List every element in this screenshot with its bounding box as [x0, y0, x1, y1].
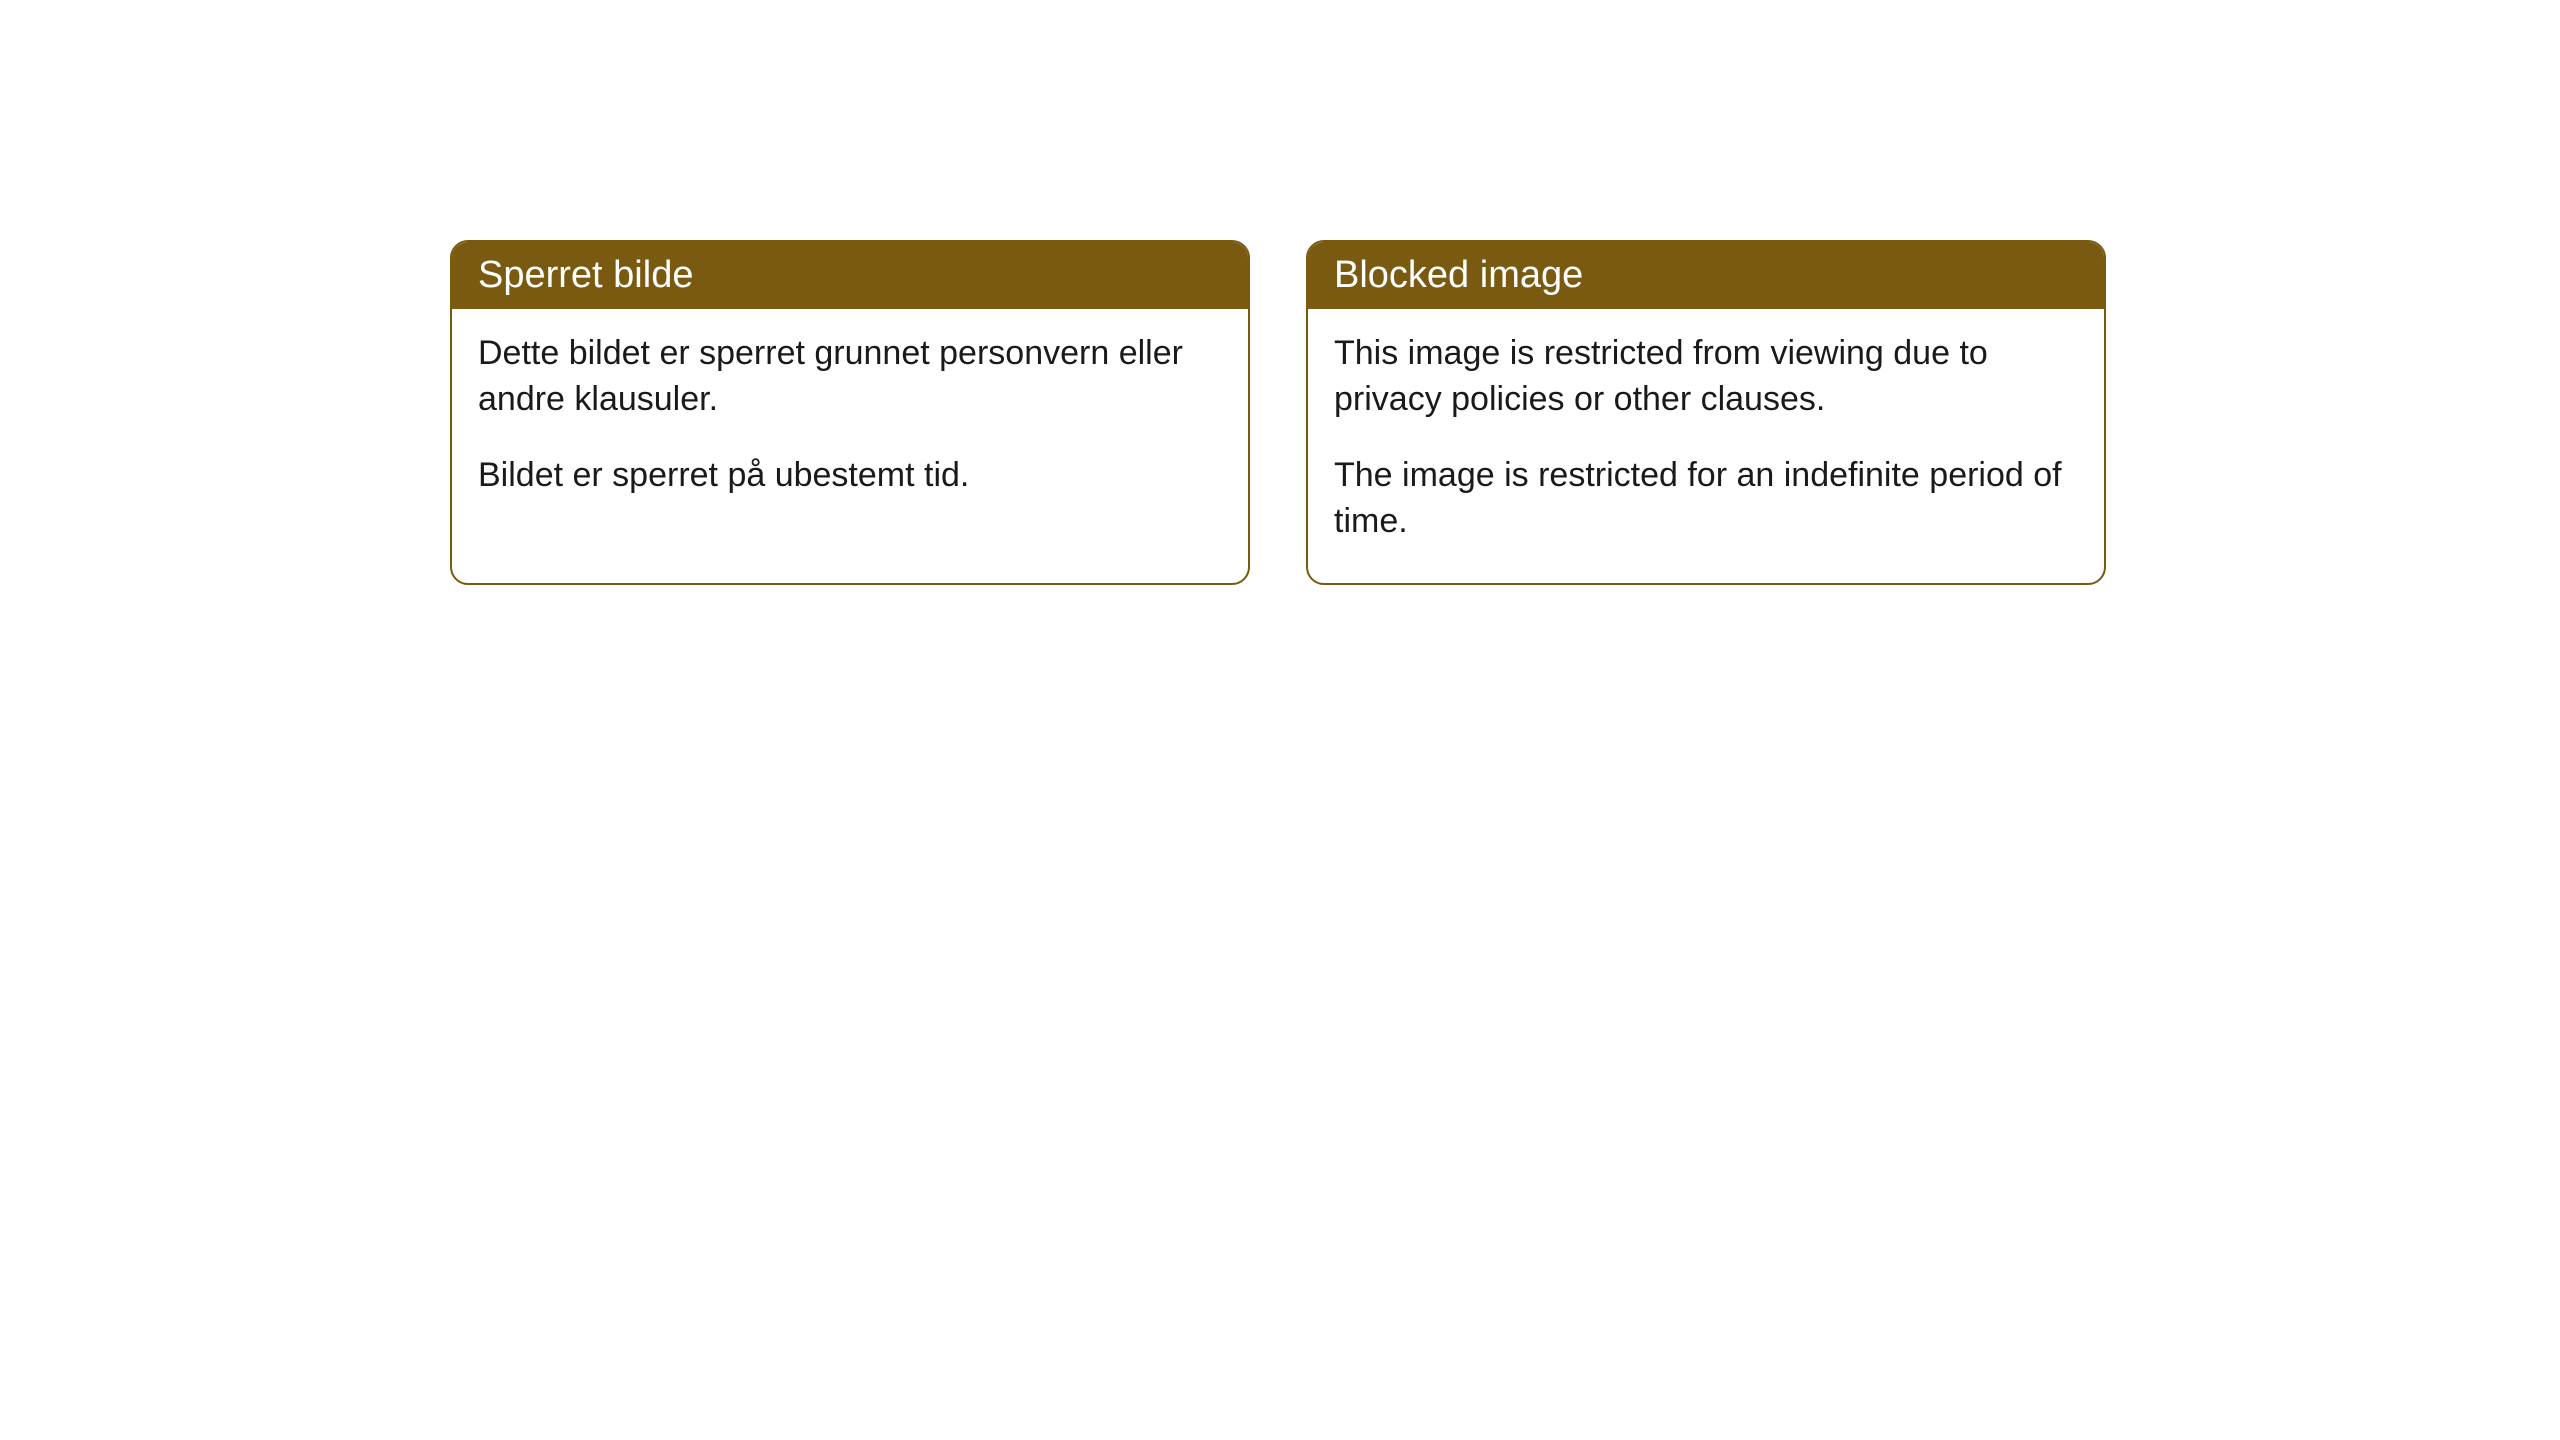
card-title: Sperret bilde	[478, 254, 693, 296]
card-body: This image is restricted from viewing du…	[1308, 309, 2104, 583]
card-title: Blocked image	[1334, 254, 1583, 296]
notice-card-english: Blocked image This image is restricted f…	[1306, 240, 2106, 585]
card-body: Dette bildet er sperret grunnet personve…	[452, 309, 1248, 537]
card-paragraph: Dette bildet er sperret grunnet personve…	[478, 331, 1222, 423]
card-paragraph: Bildet er sperret på ubestemt tid.	[478, 453, 1222, 499]
card-header: Sperret bilde	[452, 242, 1248, 309]
card-paragraph: This image is restricted from viewing du…	[1334, 331, 2078, 423]
notice-cards-container: Sperret bilde Dette bildet er sperret gr…	[450, 240, 2560, 585]
card-header: Blocked image	[1308, 242, 2104, 309]
notice-card-norwegian: Sperret bilde Dette bildet er sperret gr…	[450, 240, 1250, 585]
card-paragraph: The image is restricted for an indefinit…	[1334, 453, 2078, 545]
